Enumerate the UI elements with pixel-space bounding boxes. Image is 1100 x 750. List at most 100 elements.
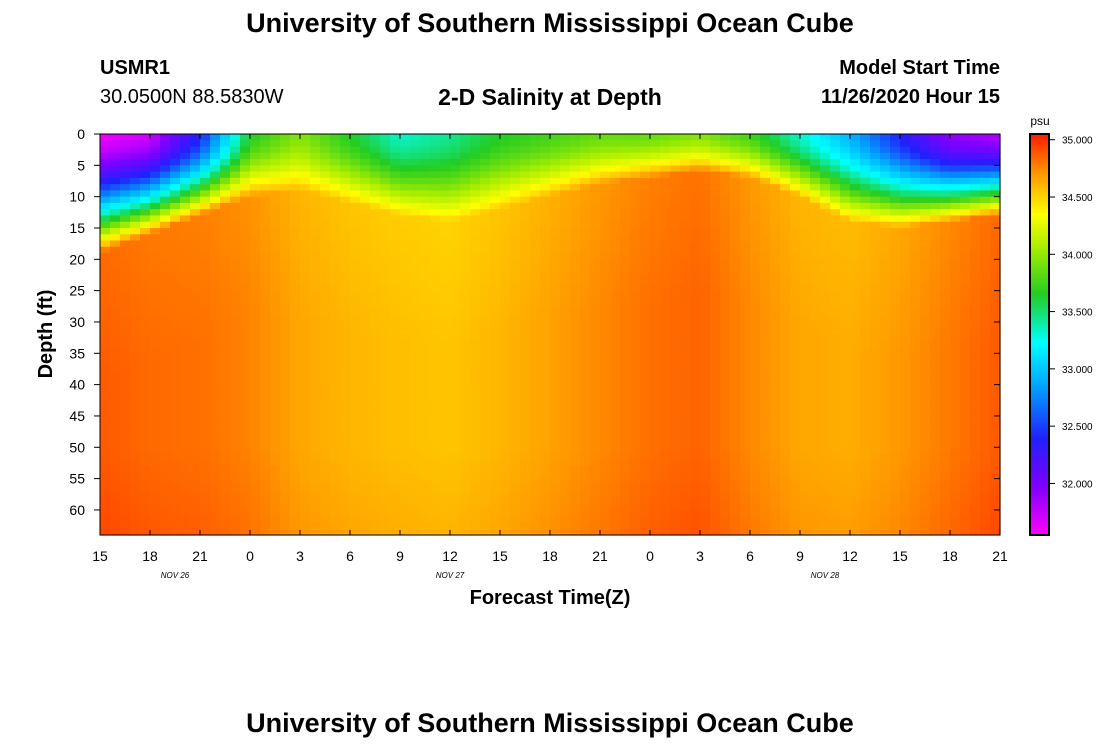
heatmap-cell	[130, 372, 141, 379]
heatmap-cell	[810, 196, 821, 204]
heatmap-cell	[760, 303, 771, 311]
heatmap-cell	[790, 184, 801, 191]
heatmap-cell	[780, 340, 791, 348]
heatmap-cell	[280, 516, 291, 524]
heatmap-cell	[320, 209, 331, 217]
heatmap-cell	[250, 397, 261, 405]
heatmap-cell	[350, 372, 361, 379]
heatmap-cell	[520, 177, 531, 185]
heatmap-cell	[780, 227, 791, 235]
heatmap-cell	[570, 234, 581, 242]
heatmap-cell	[420, 253, 431, 260]
heatmap-cell	[290, 428, 301, 436]
heatmap-cell	[120, 215, 131, 223]
heatmap-cell	[160, 434, 171, 442]
heatmap-cell	[160, 522, 171, 530]
heatmap-cell	[750, 459, 761, 467]
heatmap-cell	[540, 321, 551, 329]
heatmap-cell	[100, 353, 111, 361]
heatmap-cell	[700, 372, 711, 379]
heatmap-cell	[720, 484, 731, 492]
heatmap-cell	[850, 353, 861, 361]
heatmap-cell	[760, 271, 771, 279]
heatmap-cell	[820, 165, 831, 173]
heatmap-cell	[750, 246, 761, 254]
heatmap-cell	[260, 365, 271, 373]
heatmap-cell	[350, 516, 361, 524]
heatmap-cell	[230, 165, 241, 173]
heatmap-cell	[580, 491, 591, 499]
heatmap-cell	[840, 209, 851, 217]
heatmap-cell	[380, 296, 391, 304]
heatmap-cell	[190, 290, 201, 298]
heatmap-cell	[740, 459, 751, 467]
heatmap-cell	[140, 140, 151, 148]
heatmap-cell	[440, 372, 451, 379]
heatmap-cell	[550, 190, 561, 198]
heatmap-cell	[250, 246, 261, 254]
heatmap-cell	[750, 390, 761, 398]
heatmap-cell	[500, 415, 511, 423]
heatmap-cell	[120, 503, 131, 511]
heatmap-cell	[700, 491, 711, 499]
heatmap-cell	[430, 284, 441, 292]
heatmap-cell	[630, 278, 641, 285]
heatmap-cell	[250, 321, 261, 329]
heatmap-cell	[460, 184, 471, 191]
heatmap-cell	[200, 466, 211, 473]
heatmap-cell	[510, 340, 521, 348]
heatmap-cell	[350, 234, 361, 242]
heatmap-cell	[250, 309, 261, 317]
heatmap-cell	[600, 472, 611, 480]
heatmap-cell	[370, 484, 381, 492]
heatmap-cell	[850, 196, 861, 204]
heatmap-cell	[170, 497, 181, 505]
heatmap-cell	[630, 209, 641, 217]
heatmap-cell	[130, 403, 141, 411]
heatmap-cell	[590, 240, 601, 248]
heatmap-cell	[240, 359, 251, 367]
heatmap-cell	[590, 303, 601, 311]
heatmap-cell	[520, 271, 531, 279]
heatmap-cell	[740, 497, 751, 505]
heatmap-cell	[660, 422, 671, 430]
heatmap-cell	[360, 441, 371, 448]
heatmap-cell	[590, 209, 601, 217]
heatmap-cell	[190, 303, 201, 311]
heatmap-cell	[630, 159, 641, 166]
heatmap-cell	[170, 409, 181, 417]
heatmap-cell	[680, 259, 691, 267]
heatmap-cell	[420, 171, 431, 179]
heatmap-cell	[470, 152, 481, 160]
heatmap-cell	[160, 253, 171, 260]
heatmap-cell	[670, 209, 681, 217]
heatmap-cell	[360, 146, 371, 154]
heatmap-cell	[310, 259, 321, 267]
heatmap-cell	[770, 466, 781, 473]
heatmap-cell	[170, 359, 181, 367]
heatmap-cell	[140, 152, 151, 160]
heatmap-cell	[140, 165, 151, 173]
heatmap-cell	[780, 509, 791, 517]
heatmap-cell	[480, 509, 491, 517]
heatmap-cell	[120, 466, 131, 473]
heatmap-cell	[540, 359, 551, 367]
heatmap-cell	[160, 215, 171, 223]
heatmap-cell	[180, 378, 191, 386]
heatmap-cell	[200, 503, 211, 511]
heatmap-cell	[850, 134, 861, 141]
heatmap-cell	[680, 190, 691, 198]
heatmap-cell	[450, 403, 461, 411]
heatmap-cell	[320, 165, 331, 173]
heatmap-cell	[310, 359, 321, 367]
heatmap-cell	[180, 516, 191, 524]
heatmap-cell	[530, 321, 541, 329]
heatmap-cell	[350, 328, 361, 336]
heatmap-cell	[250, 378, 261, 386]
heatmap-cell	[410, 403, 421, 411]
heatmap-cell	[170, 278, 181, 285]
heatmap-cell	[670, 340, 681, 348]
heatmap-cell	[230, 503, 241, 511]
heatmap-cell	[790, 284, 801, 292]
heatmap-cell	[630, 171, 641, 179]
